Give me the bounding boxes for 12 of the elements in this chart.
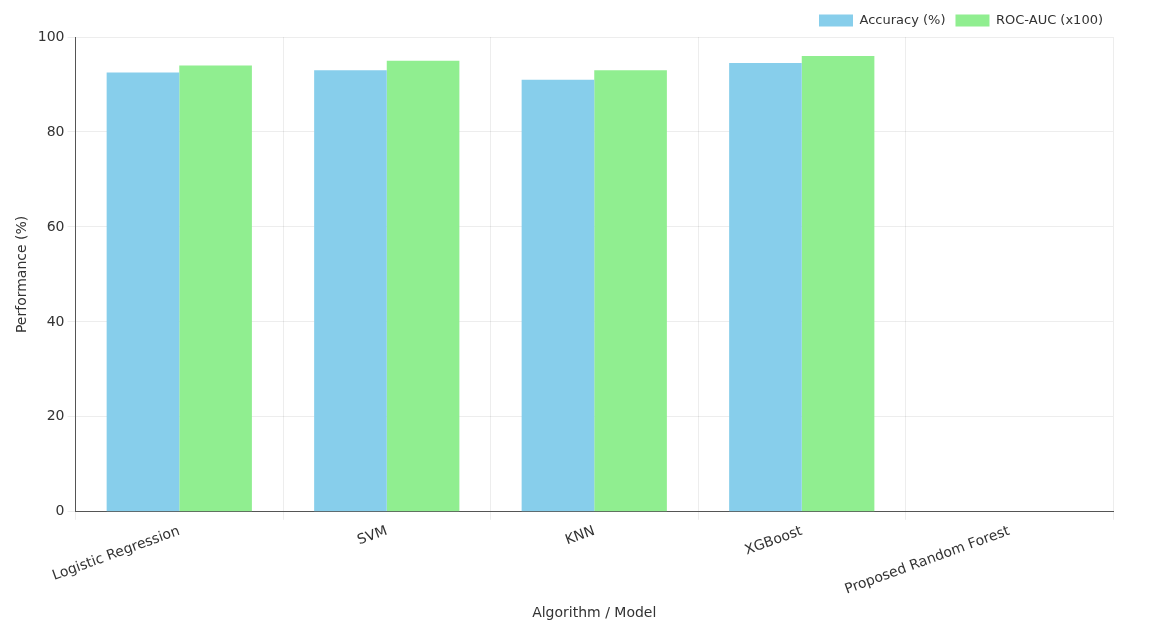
y-axis-title: Performance (%) [13, 215, 30, 334]
y-tick-label: 80 [46, 122, 65, 139]
y-tick-label: 100 [37, 27, 65, 44]
y-tick-label: 40 [46, 312, 65, 329]
y-tick-label: 20 [46, 407, 65, 424]
legend-label: Accuracy (%) [859, 11, 946, 27]
legend-label: ROC-AUC (x100) [995, 11, 1103, 27]
x-axis-title: Algorithm / Model [532, 604, 657, 621]
x-tick-label: KNN [562, 521, 597, 548]
x-tick-label: SVM [354, 521, 390, 548]
y-tick-label: 0 [55, 502, 65, 519]
y-tick-label: 60 [46, 217, 65, 234]
